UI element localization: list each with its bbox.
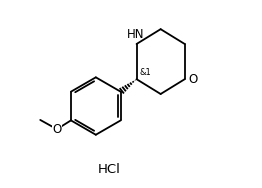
Text: O: O — [52, 123, 62, 136]
Text: HCl: HCl — [97, 163, 120, 176]
Text: &1: &1 — [140, 68, 152, 77]
Text: O: O — [189, 73, 198, 86]
Text: HN: HN — [127, 28, 144, 41]
